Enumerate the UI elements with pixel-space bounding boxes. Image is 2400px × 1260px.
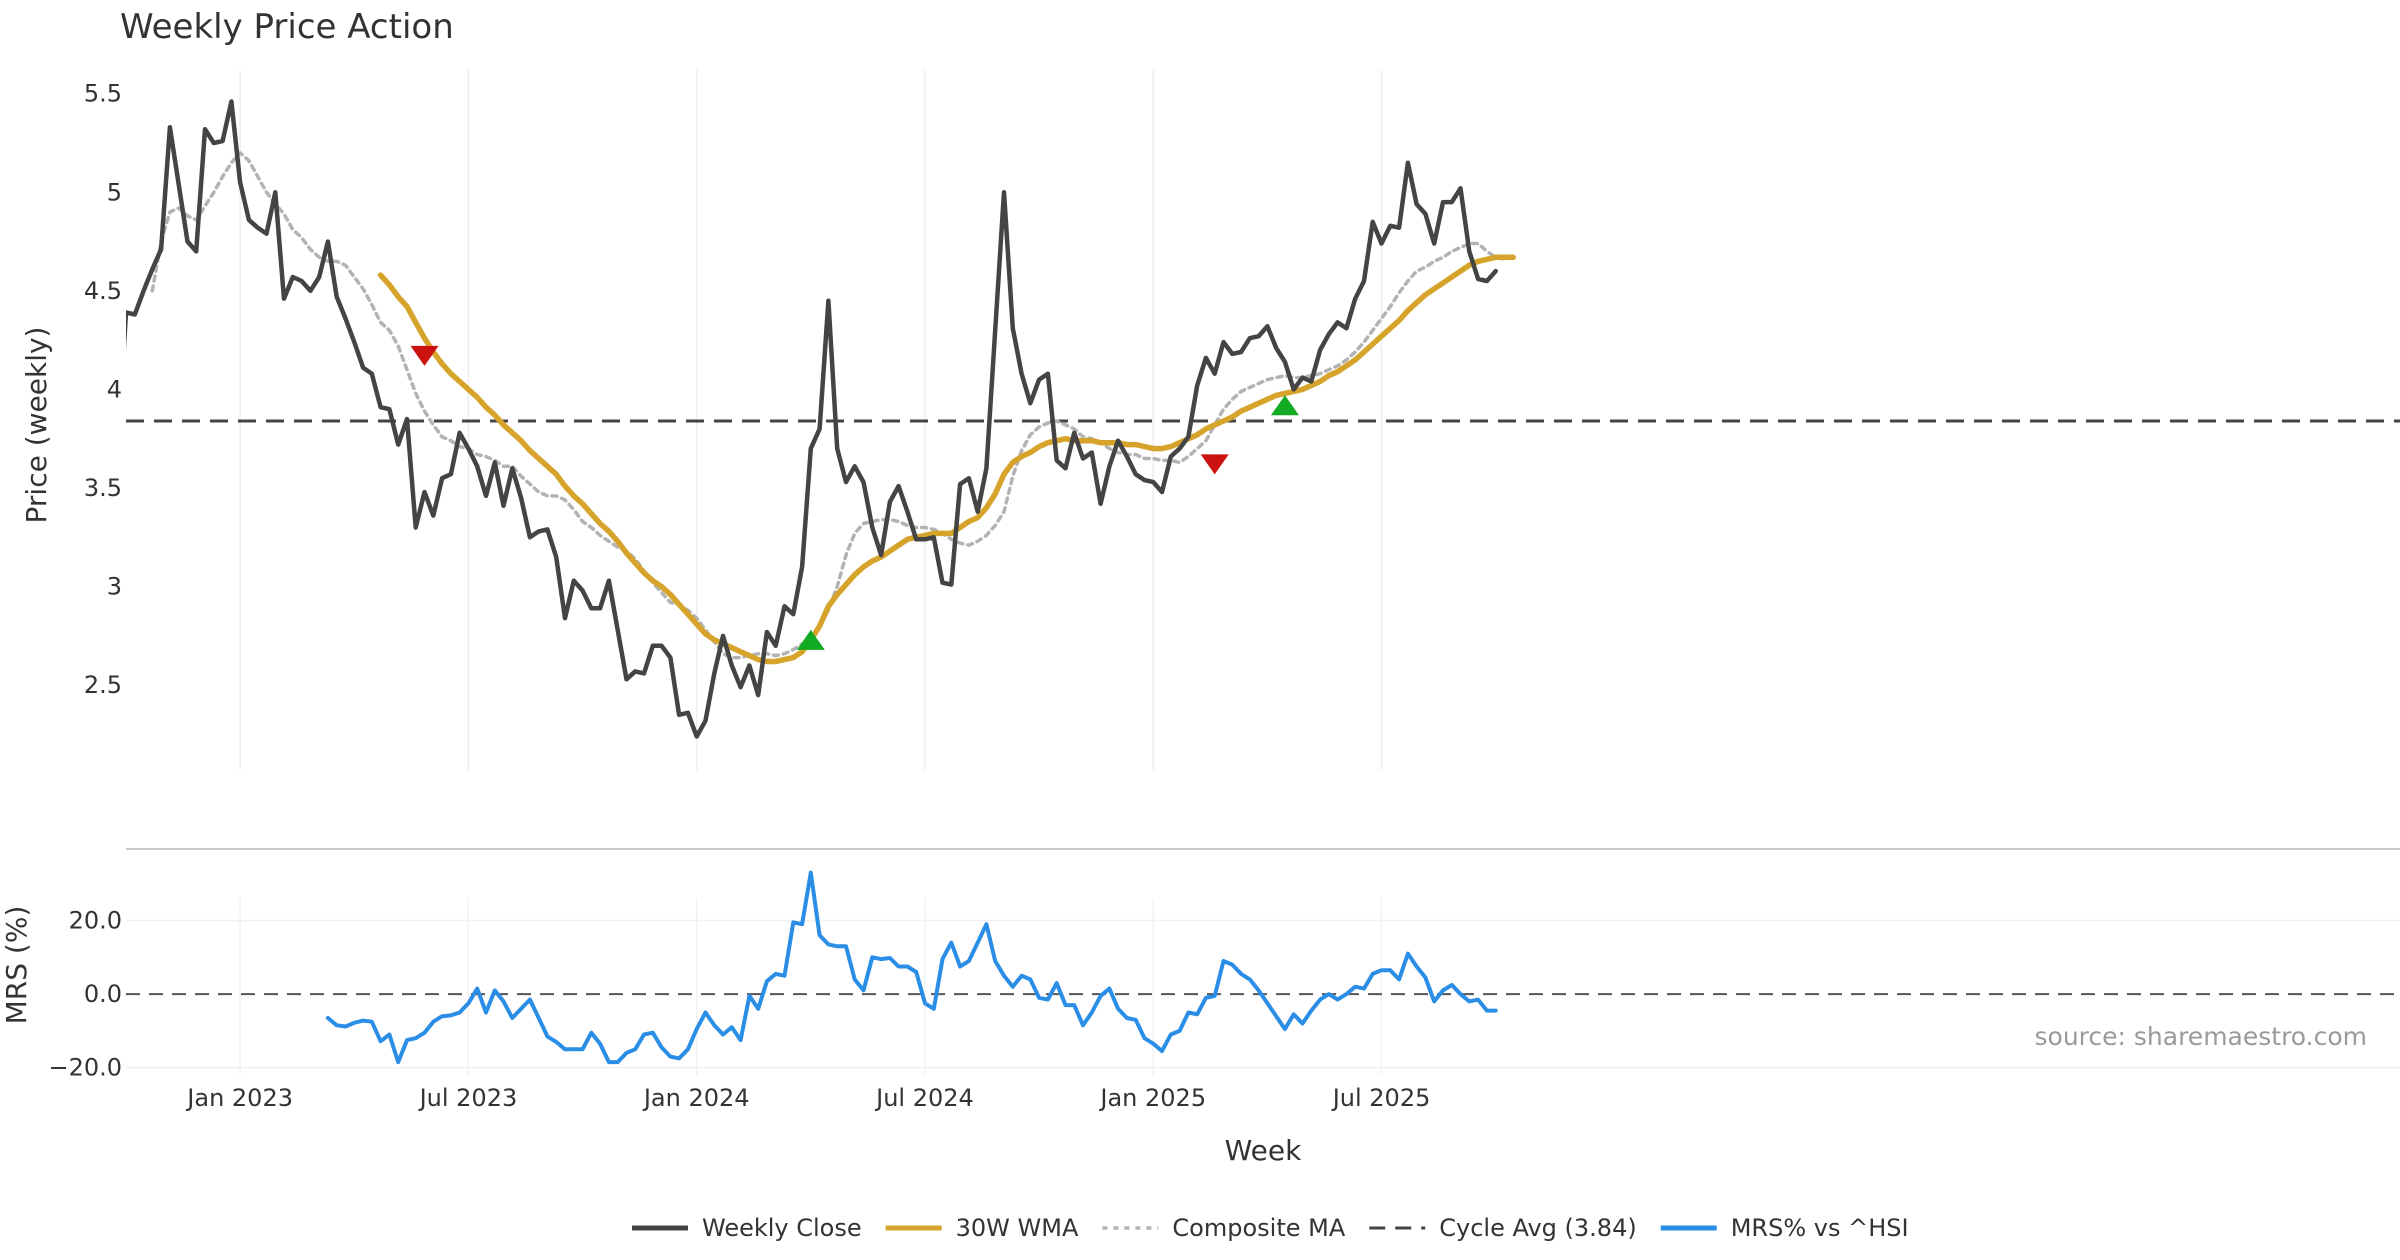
legend-label-30w-wma: 30W WMA [956,1214,1079,1242]
price-series-group [126,99,1516,739]
series-composite-ma [150,151,1507,660]
x-tick-label: Jul 2023 [418,1084,518,1112]
price-y-tick-label: 5.5 [84,80,122,108]
signal-markers [410,345,1299,650]
chart-title: Weekly Price Action [120,7,454,47]
price-y-tick-label: 5 [107,178,122,206]
price-y-ticks: 2.5 3 3.5 4 4.5 5 5.5 [84,80,122,700]
series-30w-wma [377,254,1516,665]
price-y-tick-label: 3 [107,573,122,601]
mrs-y-tick-label: 0.0 [84,980,122,1008]
price-y-tick-label: 2.5 [84,671,122,699]
x-tick-label: Jan 2024 [642,1084,750,1112]
signal-down-marker [1200,454,1229,475]
legend-label-weekly-close: Weekly Close [702,1214,862,1242]
price-y-tick-label: 3.5 [84,474,122,502]
x-axis-label: Week [1225,1134,1302,1167]
mrs-series-group [325,870,1498,1065]
series-weekly-close [126,99,1498,739]
mrs-y-ticks: −20.0 0.0 20.0 [48,907,122,1082]
legend-label-composite-ma: Composite MA [1172,1214,1345,1242]
signal-up-marker [1270,395,1299,416]
mrs-y-axis-label: MRS (%) [0,906,33,1025]
legend-label-mrs-vs-hsi: MRS% vs ^HSI [1731,1214,1909,1242]
legend-label-cycle-avg-3-84: Cycle Avg (3.84) [1439,1214,1636,1242]
x-tick-label: Jul 2025 [1331,1084,1431,1112]
price-y-axis-label: Price (weekly) [20,327,53,524]
x-tick-label: Jan 2025 [1098,1084,1206,1112]
mrs-y-tick-label: −20.0 [48,1054,122,1082]
source-watermark: source: sharemaestro.com [2035,1022,2368,1051]
series-mrs-vs-hsi [325,870,1498,1065]
signal-up-marker [796,629,825,650]
signal-down-marker [410,345,439,366]
grid-lines [126,70,2400,1075]
price-y-tick-label: 4.5 [84,277,122,305]
x-axis-ticks: Jan 2023 Jul 2023 Jan 2024 Jul 2024 Jan 2025… [185,1084,1430,1112]
mrs-y-tick-label: 20.0 [69,907,122,935]
x-tick-label: Jul 2024 [874,1084,974,1112]
x-tick-label: Jan 2023 [185,1084,293,1112]
price-y-tick-label: 4 [107,375,122,403]
legend: Weekly Close 30W WMA Composite MA Cycle Avg… [632,1214,1909,1242]
